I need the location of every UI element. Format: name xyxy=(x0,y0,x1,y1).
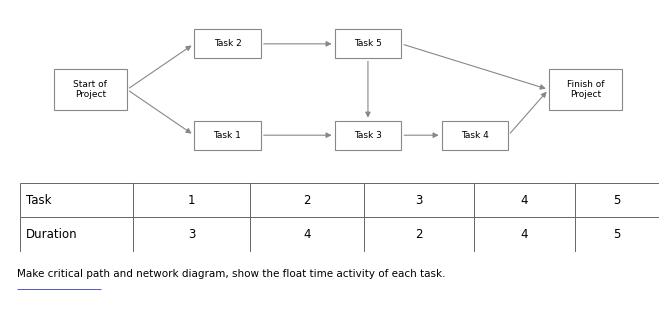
FancyBboxPatch shape xyxy=(442,121,508,150)
Text: Task 3: Task 3 xyxy=(354,131,382,140)
Text: 4: 4 xyxy=(303,228,310,241)
FancyBboxPatch shape xyxy=(334,121,401,150)
Text: 2: 2 xyxy=(415,228,423,241)
Text: 3: 3 xyxy=(415,193,423,207)
FancyBboxPatch shape xyxy=(54,69,127,110)
FancyBboxPatch shape xyxy=(194,121,261,150)
Text: Task: Task xyxy=(26,193,52,207)
Text: Make critical path and network diagram, show the float time activity of each tas: Make critical path and network diagram, … xyxy=(17,269,445,279)
Text: 1: 1 xyxy=(188,193,195,207)
Text: 5: 5 xyxy=(613,228,620,241)
Text: Task 5: Task 5 xyxy=(354,39,382,48)
Text: 2: 2 xyxy=(303,193,310,207)
Text: 4: 4 xyxy=(520,228,528,241)
Text: Task 1: Task 1 xyxy=(213,131,242,140)
Text: 3: 3 xyxy=(188,228,195,241)
Text: 5: 5 xyxy=(613,193,620,207)
Text: Finish of
Project: Finish of Project xyxy=(567,80,604,99)
Text: Duration: Duration xyxy=(26,228,78,241)
Text: Task 2: Task 2 xyxy=(213,39,242,48)
Text: 4: 4 xyxy=(520,193,528,207)
Text: Task 4: Task 4 xyxy=(461,131,489,140)
FancyBboxPatch shape xyxy=(334,29,401,59)
Text: Start of
Project: Start of Project xyxy=(74,80,107,99)
FancyBboxPatch shape xyxy=(549,69,622,110)
FancyBboxPatch shape xyxy=(194,29,261,59)
